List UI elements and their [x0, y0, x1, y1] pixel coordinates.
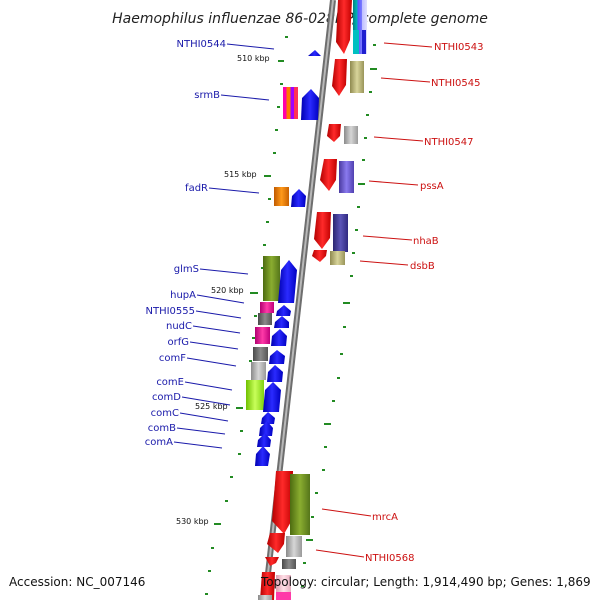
gene-comF-cog[interactable]: [251, 362, 266, 380]
gene-fadR-arrow[interactable]: [291, 189, 306, 207]
gene-orfG-arrow[interactable]: [269, 350, 285, 364]
gene-NTHI0568-cog[interactable]: [286, 536, 302, 557]
reverse-strand-genes: [258, 0, 367, 600]
gene-dsbB-cog[interactable]: [330, 251, 345, 265]
gene-glmS-arrow[interactable]: [278, 260, 297, 303]
scale-label-510kbp: 510 kbp: [237, 54, 270, 63]
gene-NTHI0543-arrow[interactable]: [336, 0, 352, 54]
gene-srmB-arrow[interactable]: [301, 89, 319, 120]
gene-comE-arrow[interactable]: [263, 382, 281, 412]
label-NTHI0555[interactable]: NTHI0555: [145, 306, 195, 317]
gene-mrcA-cog[interactable]: [290, 474, 310, 535]
label-NTHI0543[interactable]: NTHI0543: [434, 42, 484, 53]
gene-fadR-cog[interactable]: [274, 187, 289, 206]
scale-label-515kbp: 515 kbp: [224, 170, 257, 179]
label-comA[interactable]: comA: [145, 437, 173, 448]
label-nhaB[interactable]: nhaB: [413, 236, 439, 247]
topology-text: Topology: circular; Length: 1,914,490 bp…: [261, 575, 591, 589]
scale-label-520kbp: 520 kbp: [211, 286, 244, 295]
accession-text: Accession: NC_007146: [9, 575, 146, 589]
gene-red-small[interactable]: [265, 557, 279, 566]
gene-NTHI0547-arrow[interactable]: [327, 124, 341, 142]
gene-comC-arrow[interactable]: [259, 421, 273, 436]
gene-NTHI0545-arrow[interactable]: [332, 59, 347, 96]
label-nudC[interactable]: nudC: [166, 321, 192, 332]
gene-NTHI0544-arrow[interactable]: [308, 50, 321, 56]
label-NTHI0547[interactable]: NTHI0547: [424, 137, 474, 148]
gene-nhaB-cog[interactable]: [333, 214, 348, 252]
right-gene-labels: [315, 42, 433, 558]
gene-nudC-arrow[interactable]: [271, 329, 287, 346]
gene-dsbB-arrow[interactable]: [312, 250, 327, 262]
label-dsbB[interactable]: dsbB: [410, 261, 435, 272]
label-mrcA[interactable]: mrcA: [372, 512, 398, 523]
label-NTHI0544[interactable]: NTHI0544: [176, 39, 226, 50]
forward-strand-genes: [246, 50, 321, 466]
gene-nhaB-arrow[interactable]: [314, 212, 331, 249]
scale-label-530kbp: 530 kbp: [176, 517, 209, 526]
gene-glmS-cog[interactable]: [263, 256, 280, 301]
gene-comB-arrow[interactable]: [257, 433, 271, 447]
gene-nudC-cog[interactable]: [255, 327, 270, 344]
tick-marks-right: [301, 44, 377, 587]
gene-comA-arrow[interactable]: [255, 446, 270, 466]
gene-grey-small[interactable]: [282, 559, 296, 569]
gene-srmB-cog[interactable]: [283, 87, 298, 119]
gene-NTHI0545-cog[interactable]: [350, 61, 364, 93]
gene-mrcA-arrow[interactable]: [272, 471, 293, 534]
map-title: Haemophilus influenzae 86-028NP, complet…: [112, 11, 488, 27]
gene-red-bottom[interactable]: [260, 572, 275, 600]
gene-NTHI0568-arrow-a[interactable]: [267, 533, 285, 553]
gene-comF-arrow[interactable]: [267, 365, 283, 382]
label-comC[interactable]: comC: [151, 408, 179, 419]
left-gene-labels: [173, 43, 275, 449]
label-comB[interactable]: comB: [148, 423, 176, 434]
gene-NTHI0555-cog[interactable]: [258, 313, 272, 325]
gene-pssA-cog[interactable]: [339, 161, 354, 193]
label-NTHI0568[interactable]: NTHI0568: [365, 553, 415, 564]
label-NTHI0545[interactable]: NTHI0545: [431, 78, 481, 89]
gene-NTHI0547-cog[interactable]: [344, 126, 358, 144]
label-pssA[interactable]: pssA: [420, 181, 444, 192]
gene-pssA-arrow[interactable]: [320, 159, 337, 191]
label-comD[interactable]: comD: [152, 392, 181, 403]
label-hupA[interactable]: hupA: [170, 290, 196, 301]
gene-hupA-arrow[interactable]: [276, 305, 291, 316]
label-fadR[interactable]: fadR: [185, 183, 208, 194]
label-glmS[interactable]: glmS: [174, 264, 199, 275]
gene-gray-bottom[interactable]: [258, 595, 272, 600]
label-comF[interactable]: comF: [159, 353, 186, 364]
scale-label-525kbp: 525 kbp: [195, 402, 228, 411]
gene-NTHI0555-arrow[interactable]: [274, 316, 289, 328]
gene-comD-arrow[interactable]: [261, 412, 275, 424]
label-orfG[interactable]: orfG: [168, 337, 190, 348]
label-comE[interactable]: comE: [156, 377, 184, 388]
gene-hupA-cog[interactable]: [260, 302, 274, 313]
label-srmB[interactable]: srmB: [194, 90, 220, 101]
gene-orfG-cog[interactable]: [253, 347, 268, 361]
gene-comE-cog[interactable]: [246, 380, 264, 410]
